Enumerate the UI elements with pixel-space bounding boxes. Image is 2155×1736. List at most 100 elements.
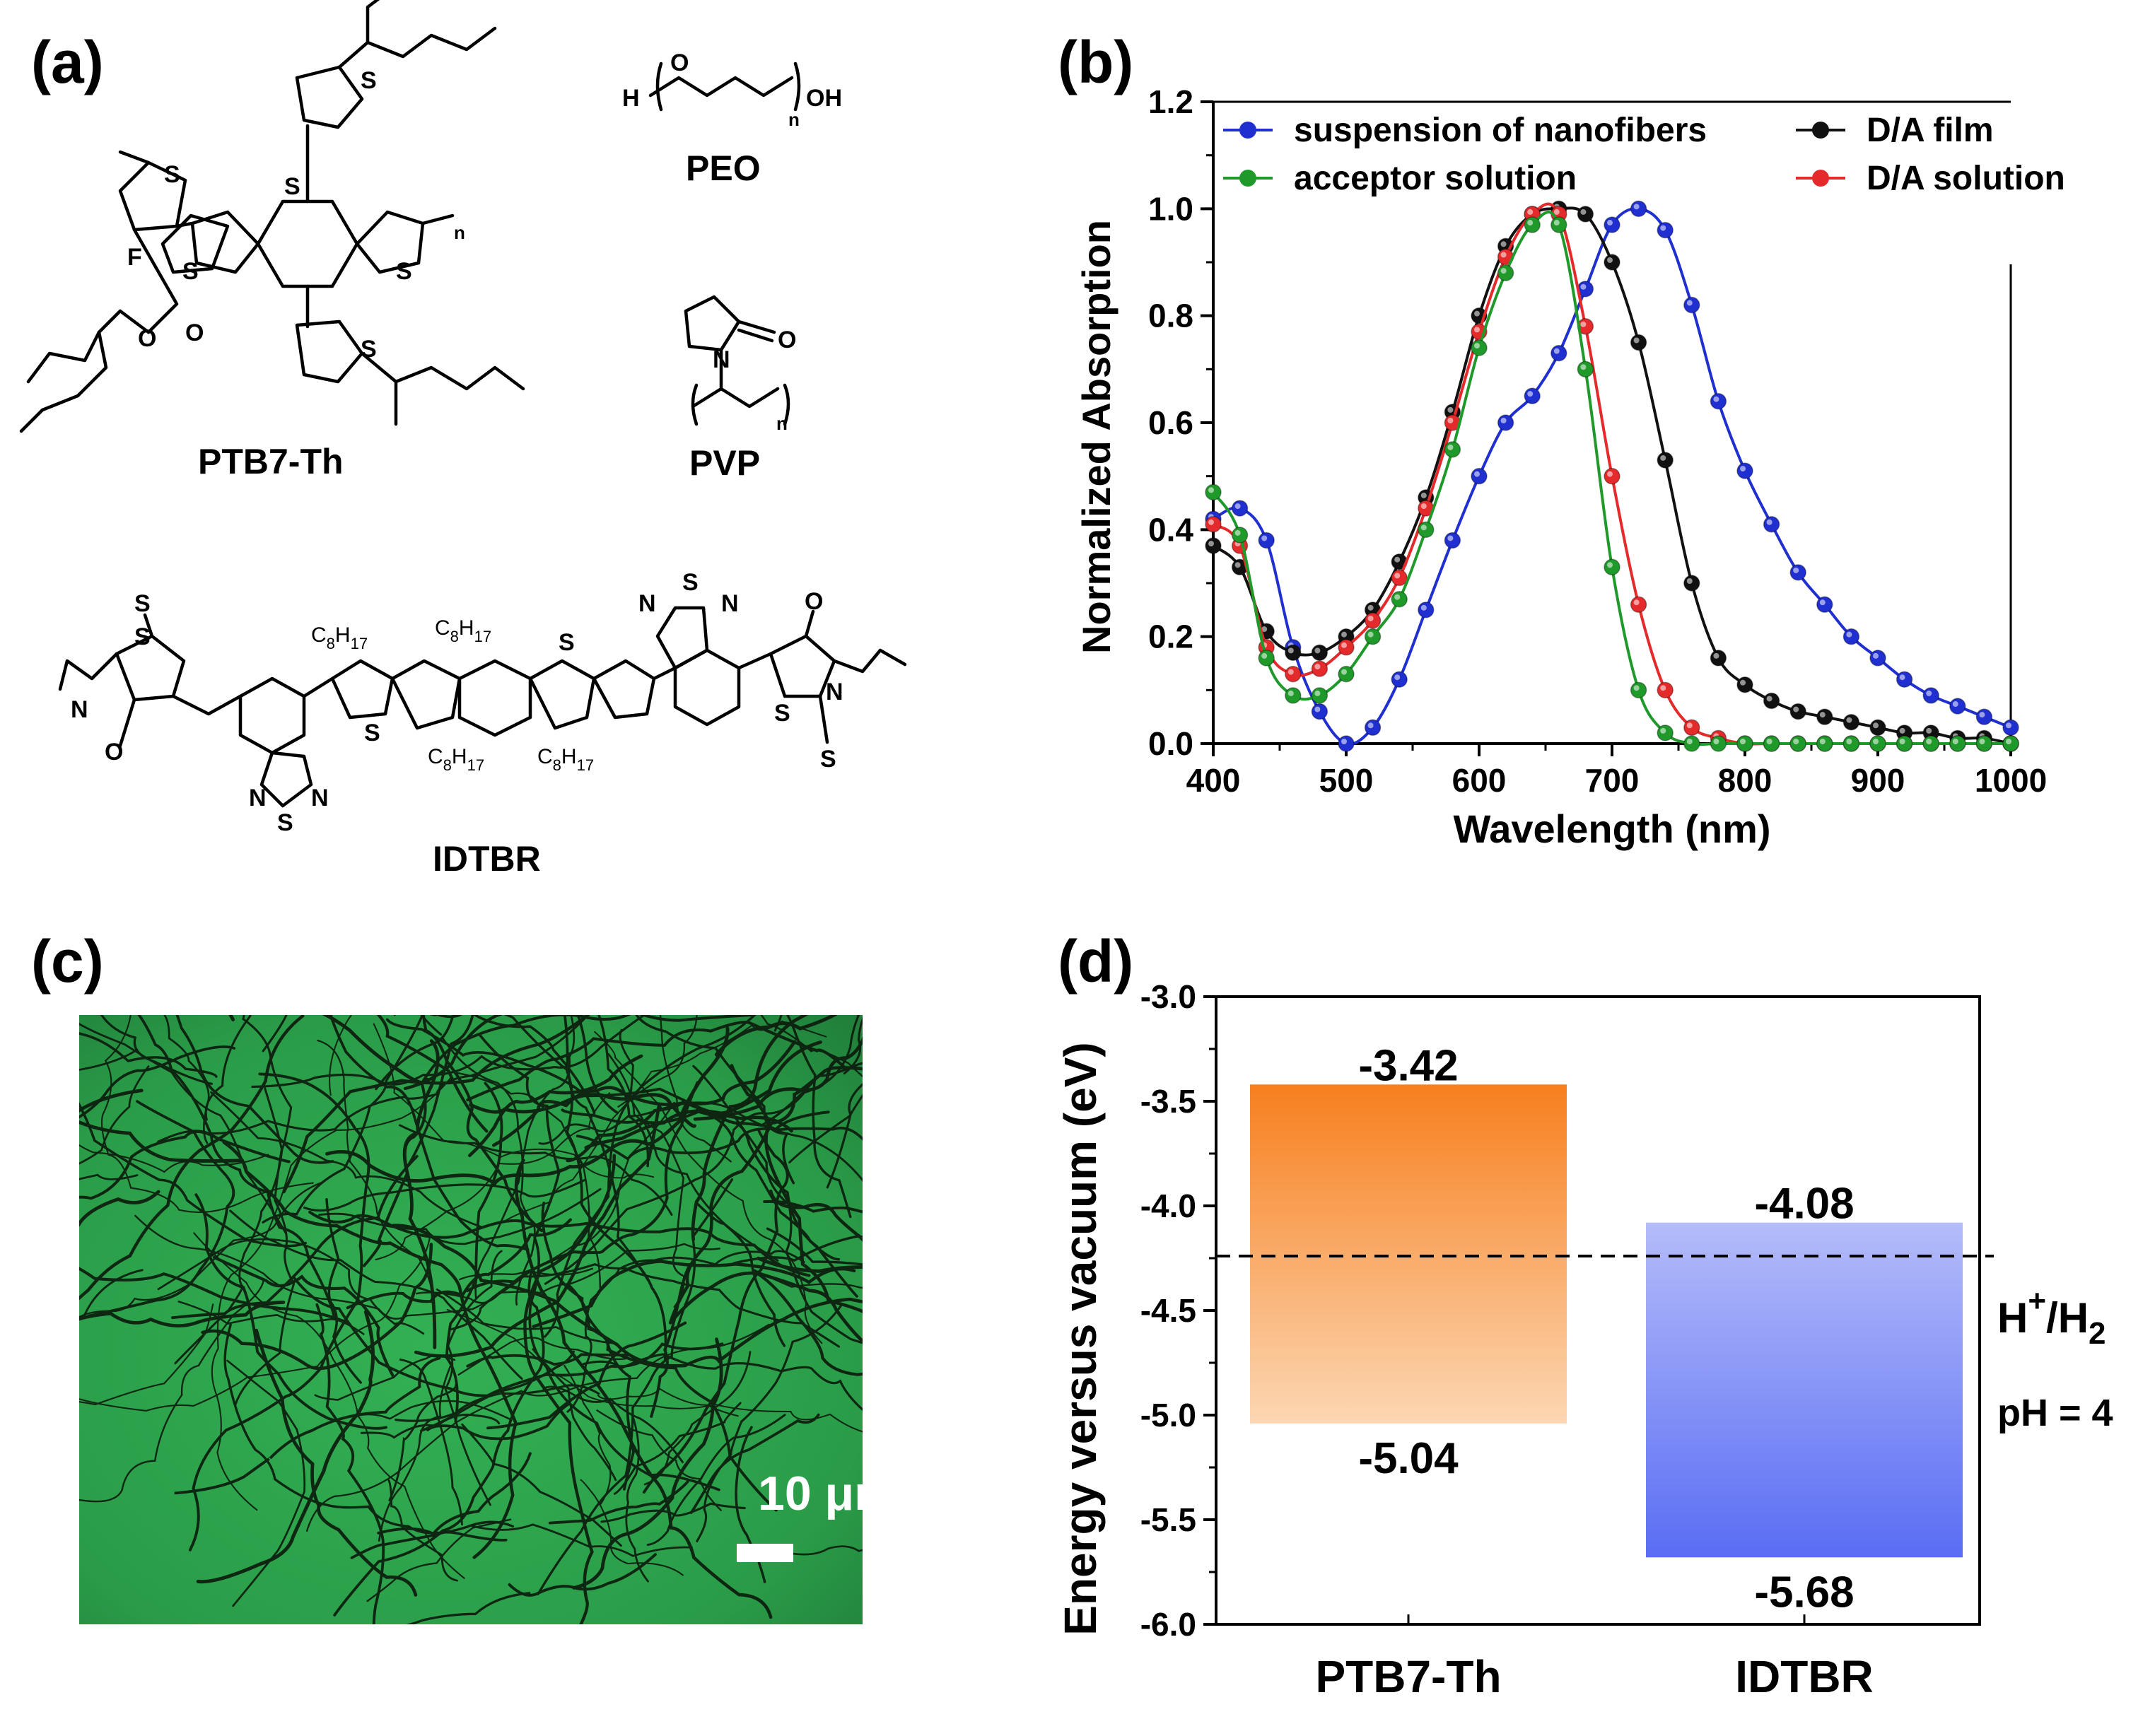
nanofiber (566, 1100, 793, 1163)
nanofiber (79, 1015, 305, 1301)
data-point (1550, 344, 1567, 362)
homo-value-label: -5.04 (1358, 1434, 1459, 1483)
nanofiber (696, 1108, 841, 1261)
data-point-highlight (1846, 739, 1852, 744)
y-tick-label: -3.0 (1140, 978, 1196, 1015)
data-point-highlight (1873, 722, 1879, 729)
nanofiber (79, 1065, 150, 1165)
data-point (1471, 467, 1488, 485)
idtbr-o-atom-2: O (805, 588, 823, 615)
data-point-highlight (1553, 209, 1560, 215)
nanofiber (350, 1530, 508, 1559)
data-point-highlight (1527, 391, 1534, 397)
nanofiber (735, 1426, 766, 1583)
data-point (1311, 703, 1328, 720)
nanofiber (79, 1144, 269, 1173)
data-point-highlight (1208, 541, 1214, 547)
nanofiber (576, 1015, 619, 1115)
nanofiber (79, 1173, 139, 1180)
nanofiber (508, 1553, 657, 1597)
nanofiber (255, 1328, 418, 1597)
data-point-highlight (1474, 343, 1480, 349)
legend-label: D/A solution (1867, 160, 2065, 197)
nanofiber (659, 1015, 732, 1163)
idtbr-name: IDTBR (433, 839, 541, 879)
idtbr-n-atom-4: N (638, 590, 656, 617)
data-point-highlight (1341, 631, 1347, 638)
data-point (1896, 671, 1913, 688)
nanofiber (375, 1015, 455, 1091)
nanofiber (305, 1323, 770, 1532)
legend-label: acceptor solution (1294, 160, 1577, 197)
data-point-highlight (1713, 739, 1719, 744)
data-point (1524, 216, 1541, 233)
x-tick-label: 800 (1718, 762, 1773, 799)
data-point-highlight (1553, 220, 1560, 226)
nanofiber (613, 1402, 742, 1495)
nanofiber (308, 1210, 811, 1277)
nanofiber (363, 1015, 757, 1267)
nanofiber-network (79, 1015, 863, 1624)
data-point-highlight (1394, 556, 1401, 563)
data-point (1471, 339, 1488, 356)
data-point (1789, 703, 1806, 720)
nanofiber (262, 1015, 424, 1224)
nanofiber (79, 1045, 236, 1119)
data-point (1816, 596, 1833, 614)
data-point-highlight (1713, 396, 1719, 402)
legend-marker (1812, 170, 1829, 187)
data-point (1816, 708, 1833, 725)
peo-name: PEO (686, 148, 761, 188)
data-point-highlight (1394, 573, 1401, 579)
data-point-highlight (1899, 739, 1905, 744)
nanofiber (212, 1255, 395, 1378)
data-point (1205, 516, 1222, 533)
ptb7-th-structure (19, 0, 525, 433)
data-point-highlight (1952, 701, 1958, 708)
data-point-highlight (1287, 669, 1294, 675)
data-point-highlight (1873, 652, 1879, 659)
data-point-highlight (1580, 321, 1587, 327)
nanofiber (226, 1359, 306, 1607)
data-point-highlight (1607, 220, 1613, 226)
nanofiber (426, 1402, 571, 1441)
data-point-highlight (1686, 722, 1693, 729)
nanofiber (646, 1414, 786, 1546)
nanofiber (692, 1065, 863, 1344)
data-point (1604, 254, 1620, 271)
data-point (1949, 698, 1966, 715)
data-point-highlight (1633, 204, 1640, 210)
panel-label-a: (a) (31, 29, 104, 95)
data-point-highlight (1420, 492, 1427, 498)
x-tick-label: 900 (1851, 762, 1905, 799)
nanofiber (776, 1545, 863, 1556)
data-point (1710, 392, 1727, 410)
nanofiber (696, 1202, 786, 1347)
nanofiber (366, 1518, 512, 1602)
data-point-highlight (1766, 519, 1773, 525)
nanofiber (222, 1140, 518, 1559)
ptb7-s-atom-3: S (284, 173, 300, 200)
data-point-highlight (1474, 310, 1480, 317)
nanofiber (251, 1015, 646, 1089)
nanofiber (440, 1036, 536, 1306)
x-tick-label: 1000 (1975, 762, 2047, 799)
nanofiber (696, 1303, 843, 1542)
data-point-highlight (1979, 712, 1985, 718)
data-point-highlight (1447, 535, 1454, 541)
data-point (2002, 735, 2019, 752)
nanofiber (769, 1189, 863, 1242)
y-tick-label: 0.8 (1148, 298, 1193, 334)
data-point-highlight (1234, 562, 1241, 568)
data-point-highlight (1553, 348, 1560, 354)
data-point-highlight (1660, 225, 1666, 231)
panel-label-d: (d) (1058, 928, 1134, 995)
nanofiber (385, 1018, 858, 1298)
data-point-highlight (1633, 599, 1640, 606)
idtbr-s-atom-3: S (277, 809, 293, 836)
legend-label: suspension of nanofibers (1294, 112, 1707, 149)
nanofiber (786, 1015, 852, 1219)
data-point-highlight (1607, 471, 1613, 477)
nanofiber (79, 1023, 288, 1236)
data-point (1258, 532, 1275, 549)
